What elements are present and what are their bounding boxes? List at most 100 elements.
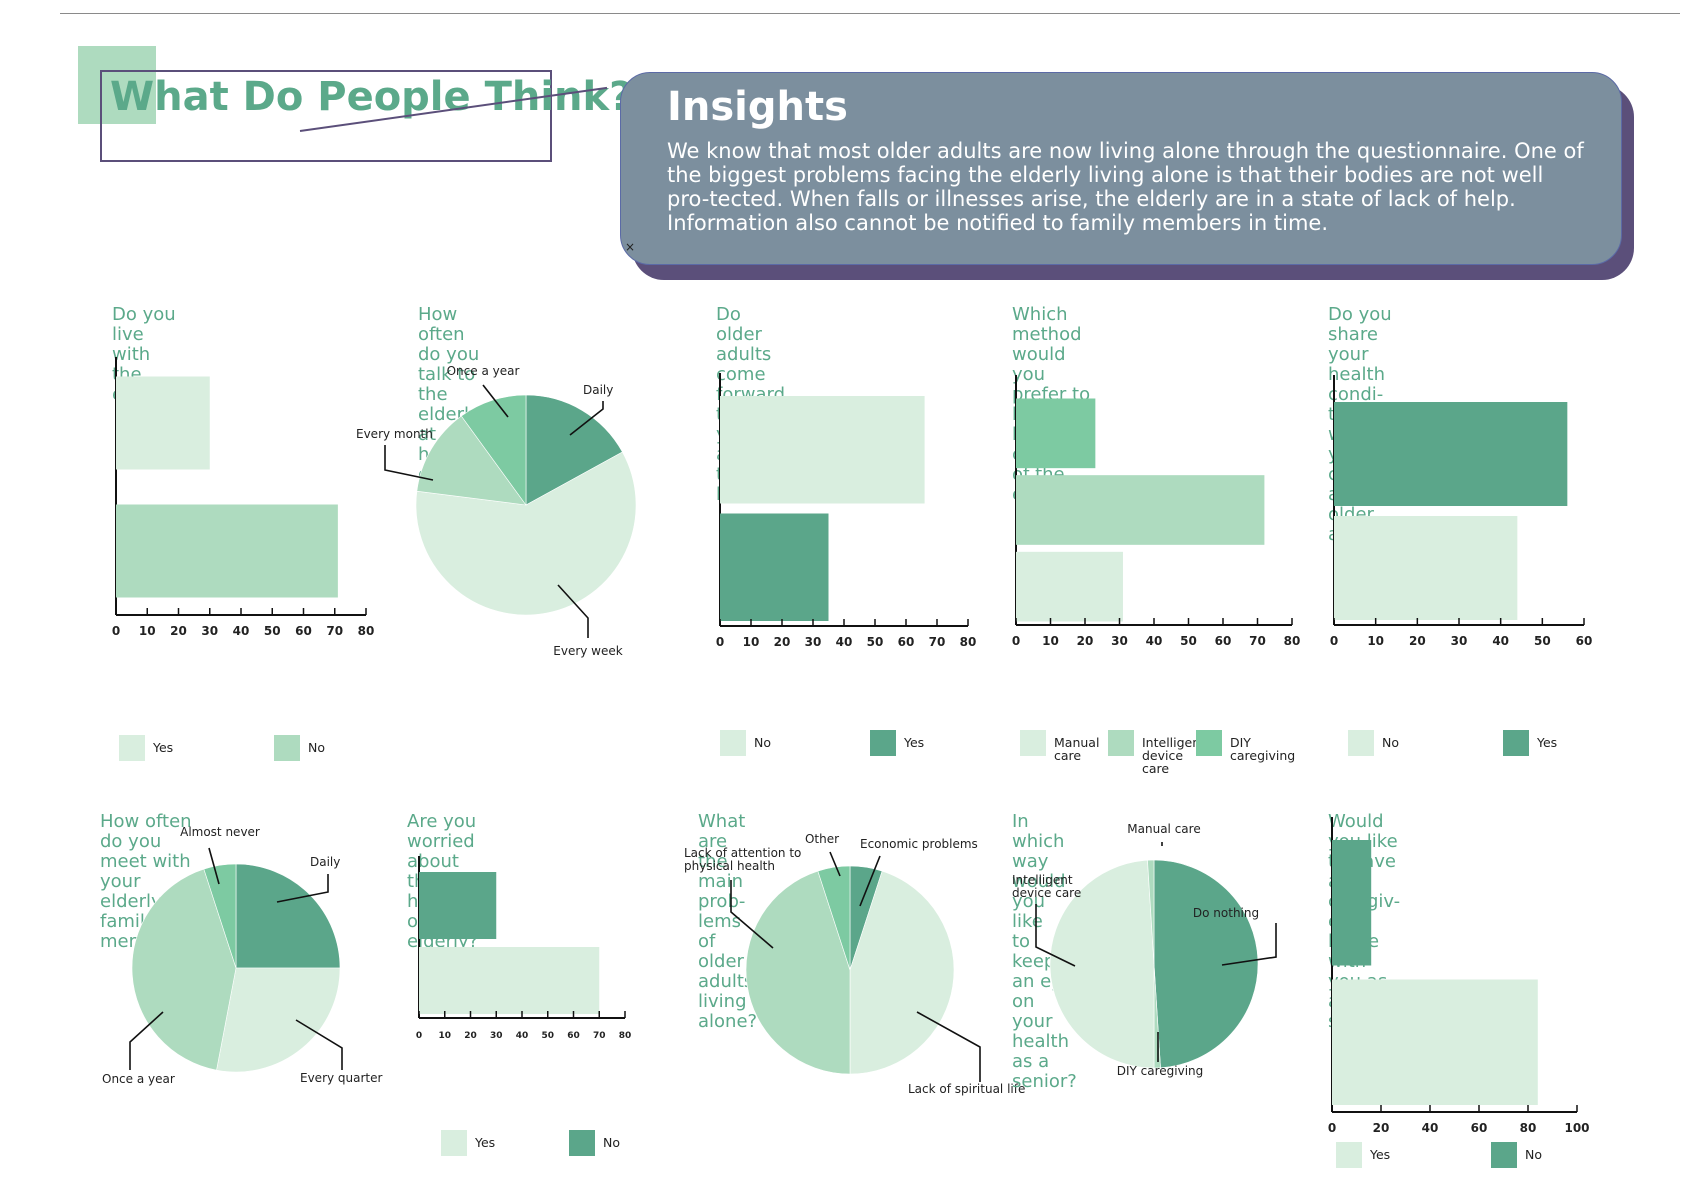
- leader-line: [1035, 904, 1076, 967]
- x-tick-label: 0: [112, 624, 120, 638]
- legend-item: Yes: [441, 1130, 569, 1156]
- legend: No Yes: [1348, 730, 1658, 756]
- slice-label: Lack of attention to physical health: [684, 846, 801, 873]
- x-tick-label: 80: [358, 624, 375, 638]
- pie-slice-lack-of-attention-to: [745, 870, 851, 1075]
- pie-slice-manual-care: [1147, 859, 1155, 965]
- legend-label: Manual care: [1054, 735, 1100, 763]
- x-tick-label: 70: [929, 635, 946, 649]
- x-tick-label: 10: [743, 635, 760, 649]
- top-divider: [60, 13, 1680, 14]
- bar-no: [1332, 840, 1372, 966]
- legend-item: No: [1348, 730, 1503, 756]
- slice-label: Do nothing: [1193, 906, 1259, 920]
- x-tick-label: 50: [264, 624, 281, 638]
- x-tick-label: 50: [867, 635, 884, 649]
- leader-line: [859, 855, 881, 907]
- legend-swatch: [274, 735, 300, 761]
- x-tick-label: 100: [1564, 1121, 1589, 1135]
- x-tick-label: 10: [1367, 634, 1384, 648]
- slice-label: Daily: [583, 383, 613, 397]
- legend-label: DIY caregiving: [1230, 735, 1296, 763]
- x-tick-label: 0: [1330, 634, 1338, 648]
- leader-line: [730, 880, 774, 949]
- legend-label: Yes: [475, 1135, 496, 1150]
- x-tick-label: 80: [1520, 1121, 1537, 1135]
- bar-intelligent: [1016, 475, 1265, 545]
- legend-swatch: [1491, 1142, 1517, 1168]
- x-tick-label: 10: [139, 624, 156, 638]
- legend-label: Yes: [1370, 1147, 1391, 1162]
- insights-text: We know that most older adults are now l…: [667, 139, 1584, 235]
- legend-item: Yes: [119, 735, 274, 761]
- legend-label: No: [308, 740, 325, 755]
- legend: Yes No: [441, 1130, 697, 1156]
- pie-slice-lack-of-spiritual-life: [849, 870, 955, 1075]
- pie-slice-other: [817, 865, 851, 971]
- x-tick-label: 30: [805, 635, 822, 649]
- leader-line: [569, 401, 604, 436]
- slice-label: Once a year: [447, 364, 520, 378]
- x-tick-label: 50: [1534, 634, 1551, 648]
- insights-card: Insights We know that most older adults …: [620, 72, 1622, 265]
- x-tick-label: 10: [1042, 634, 1059, 648]
- x-tick-label: 60: [1576, 634, 1593, 648]
- legend-swatch: [119, 735, 145, 761]
- legend-item: Yes: [870, 730, 1020, 756]
- slice-label: Other: [805, 832, 839, 846]
- x-tick-label: 40: [1492, 634, 1509, 648]
- legend-swatch: [1108, 730, 1134, 756]
- x-tick-label: 80: [960, 635, 977, 649]
- slice-label: Almost never: [180, 825, 260, 839]
- bar-diy: [1016, 398, 1096, 469]
- legend: Yes No: [1336, 1142, 1646, 1168]
- slice-label: Once a year: [102, 1072, 175, 1086]
- x-tick-label: 10: [438, 1031, 451, 1041]
- x-tick-label: 40: [233, 624, 250, 638]
- bar-no: [116, 504, 338, 598]
- pie-slice-once-a-year: [460, 394, 527, 506]
- pie-slice-every-week: [415, 451, 637, 616]
- x-tick-label: 40: [1422, 1121, 1439, 1135]
- x-tick-label: 60: [295, 624, 312, 638]
- bar-yes: [720, 513, 829, 621]
- x-tick-label: 40: [516, 1031, 529, 1041]
- x-tick-label: 0: [416, 1031, 422, 1041]
- bar-yes: [1332, 979, 1538, 1105]
- pie-slice-do-nothing: [1153, 859, 1259, 1069]
- legend-swatch: [720, 730, 746, 756]
- x-tick-label: 30: [1111, 634, 1128, 648]
- slice-label: Daily: [310, 855, 340, 869]
- legend-swatch: [1336, 1142, 1362, 1168]
- legend-item: Yes: [1336, 1142, 1491, 1168]
- x-tick-label: 20: [464, 1031, 477, 1041]
- x-tick-label: 20: [774, 635, 791, 649]
- x-tick-label: 30: [201, 624, 218, 638]
- x-tick-label: 70: [326, 624, 343, 638]
- pie-slice-intelligent: [1049, 859, 1155, 1069]
- bar-yes: [116, 376, 210, 470]
- x-tick-label: 0: [1012, 634, 1020, 648]
- title-decoration: [78, 46, 156, 124]
- x-tick-label: 50: [541, 1031, 554, 1041]
- leader-line: [829, 851, 841, 877]
- close-icon: ×: [625, 240, 636, 254]
- x-tick-label: 20: [1409, 634, 1426, 648]
- slice-label: Manual care: [1127, 822, 1200, 836]
- legend-item: Yes: [1503, 730, 1658, 756]
- pie-slice-daily: [235, 863, 341, 969]
- bar-yes: [419, 947, 600, 1014]
- slice-label: Every week: [553, 644, 622, 658]
- x-tick-label: 40: [1146, 634, 1163, 648]
- slice-label: Intelligent device care: [1012, 873, 1081, 900]
- slice-label: Every quarter: [300, 1071, 383, 1085]
- legend-swatch: [1020, 730, 1046, 756]
- bar-no: [720, 396, 925, 504]
- leader-line: [208, 847, 220, 885]
- page-title: What Do People Think?: [110, 74, 633, 120]
- pie-slice-almost-never: [203, 863, 237, 969]
- legend-item: DIY caregiving: [1196, 730, 1295, 775]
- leader-line: [384, 445, 434, 481]
- legend-label: Yes: [153, 740, 174, 755]
- x-tick-label: 50: [1180, 634, 1197, 648]
